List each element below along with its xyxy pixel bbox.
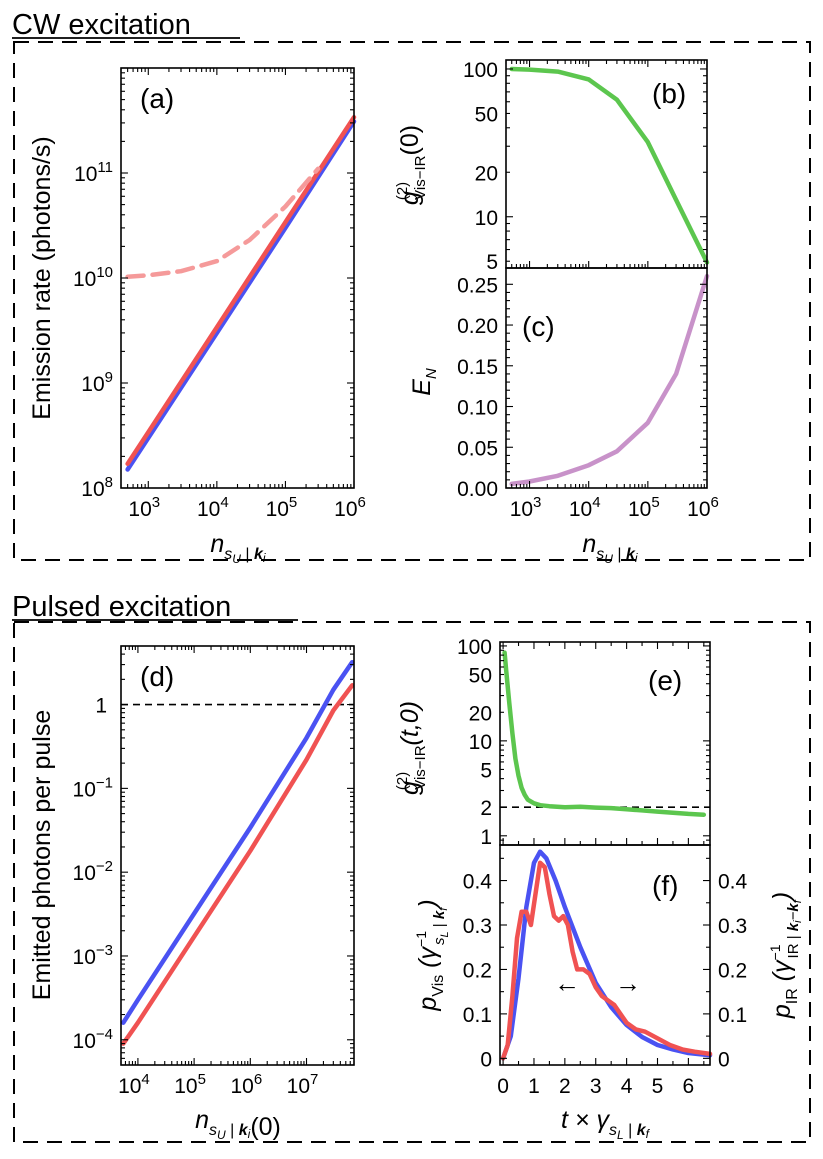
y-tick-label: 20 [469, 702, 492, 725]
y-tick-label: 20 [475, 162, 498, 185]
y-tick-label: 10−1 [73, 774, 113, 801]
x-tick-label: 103 [128, 494, 160, 521]
y-tick-label: 10−4 [73, 1026, 113, 1053]
y-tick-label: 50 [475, 103, 498, 126]
x-tick-label: 103 [510, 494, 542, 521]
x-tick-label: 104 [569, 494, 601, 521]
series-a-blue [125, 119, 357, 472]
panel-d-label: (d) [140, 661, 174, 692]
panel-c: 0.00 0.05 0.10 0.15 0.20 0.25 103 104 105 106 (c) E… [408, 267, 719, 566]
y-tick-label: 0.20 [457, 315, 498, 338]
y-tick-label: 10 [469, 731, 492, 754]
y-tick-label: 109 [81, 369, 113, 396]
x-tick-label: 1 [528, 1075, 540, 1098]
y-tick-label: 100 [463, 59, 498, 82]
y-tick-label: 100 [457, 636, 492, 659]
y-tick-label: 0.05 [457, 437, 498, 460]
series-d-red [121, 683, 355, 1046]
x-axis-title-a: nsU | ki [210, 530, 266, 566]
x-tick-label: 6 [683, 1075, 695, 1098]
y-tick-label: 1 [480, 826, 492, 849]
y-tick-label: 5 [480, 759, 492, 782]
x-tick-label: 104 [118, 1071, 150, 1098]
y-tick-label: 0.15 [457, 356, 498, 379]
panel-e-label: (e) [648, 665, 682, 696]
x-tick-label: 104 [197, 494, 229, 521]
y-tick-label-left: 0.2 [463, 959, 492, 982]
pulsed-frame [13, 621, 811, 1143]
x-tick-label: 106 [687, 494, 719, 521]
y-tick-label: 0.10 [457, 397, 498, 420]
x-tick-label: 107 [287, 1071, 319, 1098]
y-tick-label: 0.25 [457, 274, 498, 297]
y-axis-title-e: g(2)Vis−IR(t,0) [394, 701, 429, 795]
x-axis-title-d: nsU | ki(0) [195, 1106, 281, 1142]
y-tick-label-right: 0.4 [718, 871, 748, 894]
y-tick-label: 10−3 [73, 942, 113, 969]
y-tick-label-left: 0.4 [463, 871, 493, 894]
series-a-red_dashed-dashed [125, 166, 321, 279]
panel-f-frame [499, 844, 711, 1066]
y-tick-label: 108 [81, 474, 113, 501]
x-axis-title-f: t × γsL | kf [561, 1106, 651, 1142]
series-a-red [125, 114, 357, 467]
y-axis-title-f-right: pIR (γ−1 IR | ki−kf) [767, 892, 804, 1019]
series-f-red [500, 860, 713, 1061]
y-tick-label-right: 0.3 [718, 915, 747, 938]
panel-a: 103 104 105 106 108 109 1010 1011 (a) Emission ra… [28, 67, 366, 566]
panel-d-frame [120, 645, 355, 1066]
x-tick-label: 106 [334, 494, 366, 521]
cw-section-title: CW excitation [12, 9, 191, 41]
y-axis-title-b: g(2)Vis−IR(0) [394, 125, 429, 205]
y-tick-label: 2 [480, 797, 492, 820]
panel-f: 0 00.1 0.10.2 0.20.3 0.30.4 0.40 1 2 3 4 5 6(f)← →pV… [413, 844, 804, 1142]
panel-e: 1 2 5 10 20 50 100 (e) g(2)Vis−IR(t,0) [394, 636, 711, 849]
series-f-blue [500, 849, 713, 1061]
y-axis-title-f-left: pVis (γ−1 sL | kf) [413, 899, 451, 1011]
y-tick-label: 10−2 [73, 858, 113, 885]
pulsed-section-title: Pulsed excitation [12, 591, 231, 623]
y-axis-title-d: Emitted photons per pulse [28, 710, 56, 1000]
x-tick-label: 105 [174, 1071, 206, 1098]
x-tick-label: 105 [628, 494, 660, 521]
y-tick-label: 0.00 [457, 478, 498, 501]
y-tick-label: 5 [486, 251, 498, 274]
series-c-purple [509, 273, 710, 487]
y-tick-label: 10 [475, 207, 498, 230]
y-tick-label: 50 [469, 665, 492, 688]
y-tick-label-left: 0.3 [463, 915, 492, 938]
y-tick-label-left: 0.1 [463, 1004, 492, 1027]
y-axis-title-a: Emission rate (photons/s) [28, 136, 56, 419]
x-tick-label: 4 [621, 1075, 633, 1098]
arrow-right-icon: → [615, 968, 641, 998]
series-d-blue [121, 659, 355, 1025]
x-tick-label: 3 [590, 1075, 602, 1098]
panel-d: 104 105 106 107 10−4 10−3 10−2 10−1 1 (d) Emitted … [28, 645, 355, 1142]
series-e-green [502, 650, 707, 817]
x-tick-label: 106 [230, 1071, 262, 1098]
cw-frame [13, 41, 811, 561]
y-tick-label: 1011 [74, 159, 113, 186]
y-tick-label-right: 0.1 [718, 1004, 747, 1027]
panel-c-label: (c) [522, 311, 555, 342]
panel-a-label: (a) [140, 83, 174, 114]
x-tick-label: 2 [559, 1075, 571, 1098]
arrow-left-icon: ← [554, 968, 580, 998]
y-tick-label-left: 0 [480, 1048, 492, 1071]
panel-b: 5 10 20 50 100 (b) g(2)Vis−IR(0) [394, 59, 710, 274]
y-tick-label: 1010 [73, 264, 113, 291]
y-tick-label: 1 [95, 695, 107, 718]
x-tick-label: 0 [497, 1075, 509, 1098]
y-axis-title-c: EN [408, 368, 440, 396]
y-tick-label-right: 0.2 [718, 959, 747, 982]
panel-b-label: (b) [652, 78, 686, 109]
series-b-green [509, 66, 710, 265]
x-axis-title-c: nsU | ki [582, 530, 638, 566]
y-tick-label-right: 0 [718, 1048, 730, 1071]
x-tick-label: 5 [652, 1075, 664, 1098]
x-tick-label: 105 [266, 494, 298, 521]
panel-f-label: (f) [652, 870, 678, 901]
